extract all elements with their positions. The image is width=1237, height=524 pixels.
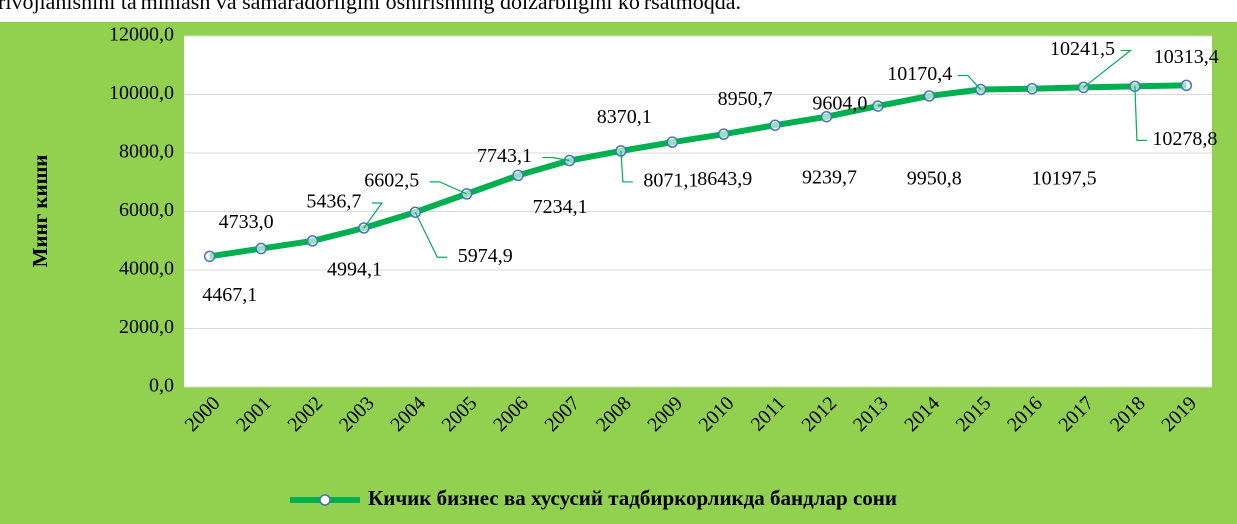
data-point bbox=[255, 242, 267, 255]
data-label: 4733,0 bbox=[219, 211, 274, 233]
y-tick-label: 4000,0 bbox=[119, 258, 174, 280]
leader-line bbox=[542, 156, 570, 162]
y-tick-label: 12000,0 bbox=[109, 24, 174, 46]
data-point bbox=[717, 128, 730, 140]
y-tick-label: 2000,0 bbox=[119, 316, 174, 338]
leader-line bbox=[957, 74, 982, 90]
data-point bbox=[306, 235, 319, 247]
data-label: 9950,8 bbox=[907, 168, 962, 190]
data-point bbox=[666, 136, 679, 148]
leader-line bbox=[1083, 49, 1133, 88]
data-point bbox=[923, 90, 936, 102]
data-label: 5436,7 bbox=[306, 191, 361, 213]
data-label: 9604,0 bbox=[812, 93, 867, 115]
legend-marker bbox=[319, 494, 331, 506]
data-label: 7234,1 bbox=[533, 196, 588, 218]
data-point bbox=[769, 119, 781, 131]
series-line bbox=[209, 82, 1187, 260]
data-label: 10170,4 bbox=[887, 63, 952, 85]
y-axis-label: Минг киши bbox=[28, 155, 52, 268]
y-tick-label: 10000,0 bbox=[109, 82, 174, 104]
data-label: 4994,1 bbox=[327, 259, 382, 281]
data-point bbox=[512, 169, 524, 182]
legend-label: Кичик бизнес ва хусусий тадбиркорликда б… bbox=[368, 486, 897, 510]
y-tick-label: 6000,0 bbox=[119, 199, 174, 221]
leader-line bbox=[877, 104, 888, 107]
data-label: 10278,8 bbox=[1152, 128, 1217, 150]
leader-line bbox=[620, 150, 633, 183]
leader-line bbox=[414, 211, 448, 258]
data-point bbox=[1180, 79, 1193, 92]
data-label: 10241,5 bbox=[1050, 38, 1115, 60]
data-point bbox=[1026, 82, 1038, 95]
data-point bbox=[820, 110, 833, 123]
y-tick-label: 0,0 bbox=[149, 375, 174, 397]
data-label: 9239,7 bbox=[802, 166, 857, 188]
data-label: 7743,1 bbox=[477, 145, 532, 167]
data-label: 5974,9 bbox=[458, 245, 513, 267]
data-label: 6602,5 bbox=[364, 169, 419, 191]
data-point bbox=[203, 250, 216, 263]
leader-line bbox=[429, 181, 467, 195]
data-label: 10313,4 bbox=[1154, 46, 1219, 68]
data-label: 8950,7 bbox=[718, 88, 773, 110]
leader-line bbox=[363, 202, 384, 229]
data-label: 10197,5 bbox=[1032, 167, 1097, 189]
leader-line bbox=[1134, 86, 1147, 141]
data-label: 8370,1 bbox=[597, 106, 652, 128]
data-label: 8643,9 bbox=[697, 168, 752, 190]
data-label: 4467,1 bbox=[202, 284, 257, 306]
y-tick-label: 8000,0 bbox=[119, 141, 174, 163]
data-label: 8071,1 bbox=[643, 170, 698, 192]
caption: rivojlanishini ta'minlash va samaradorli… bbox=[0, 0, 741, 14]
